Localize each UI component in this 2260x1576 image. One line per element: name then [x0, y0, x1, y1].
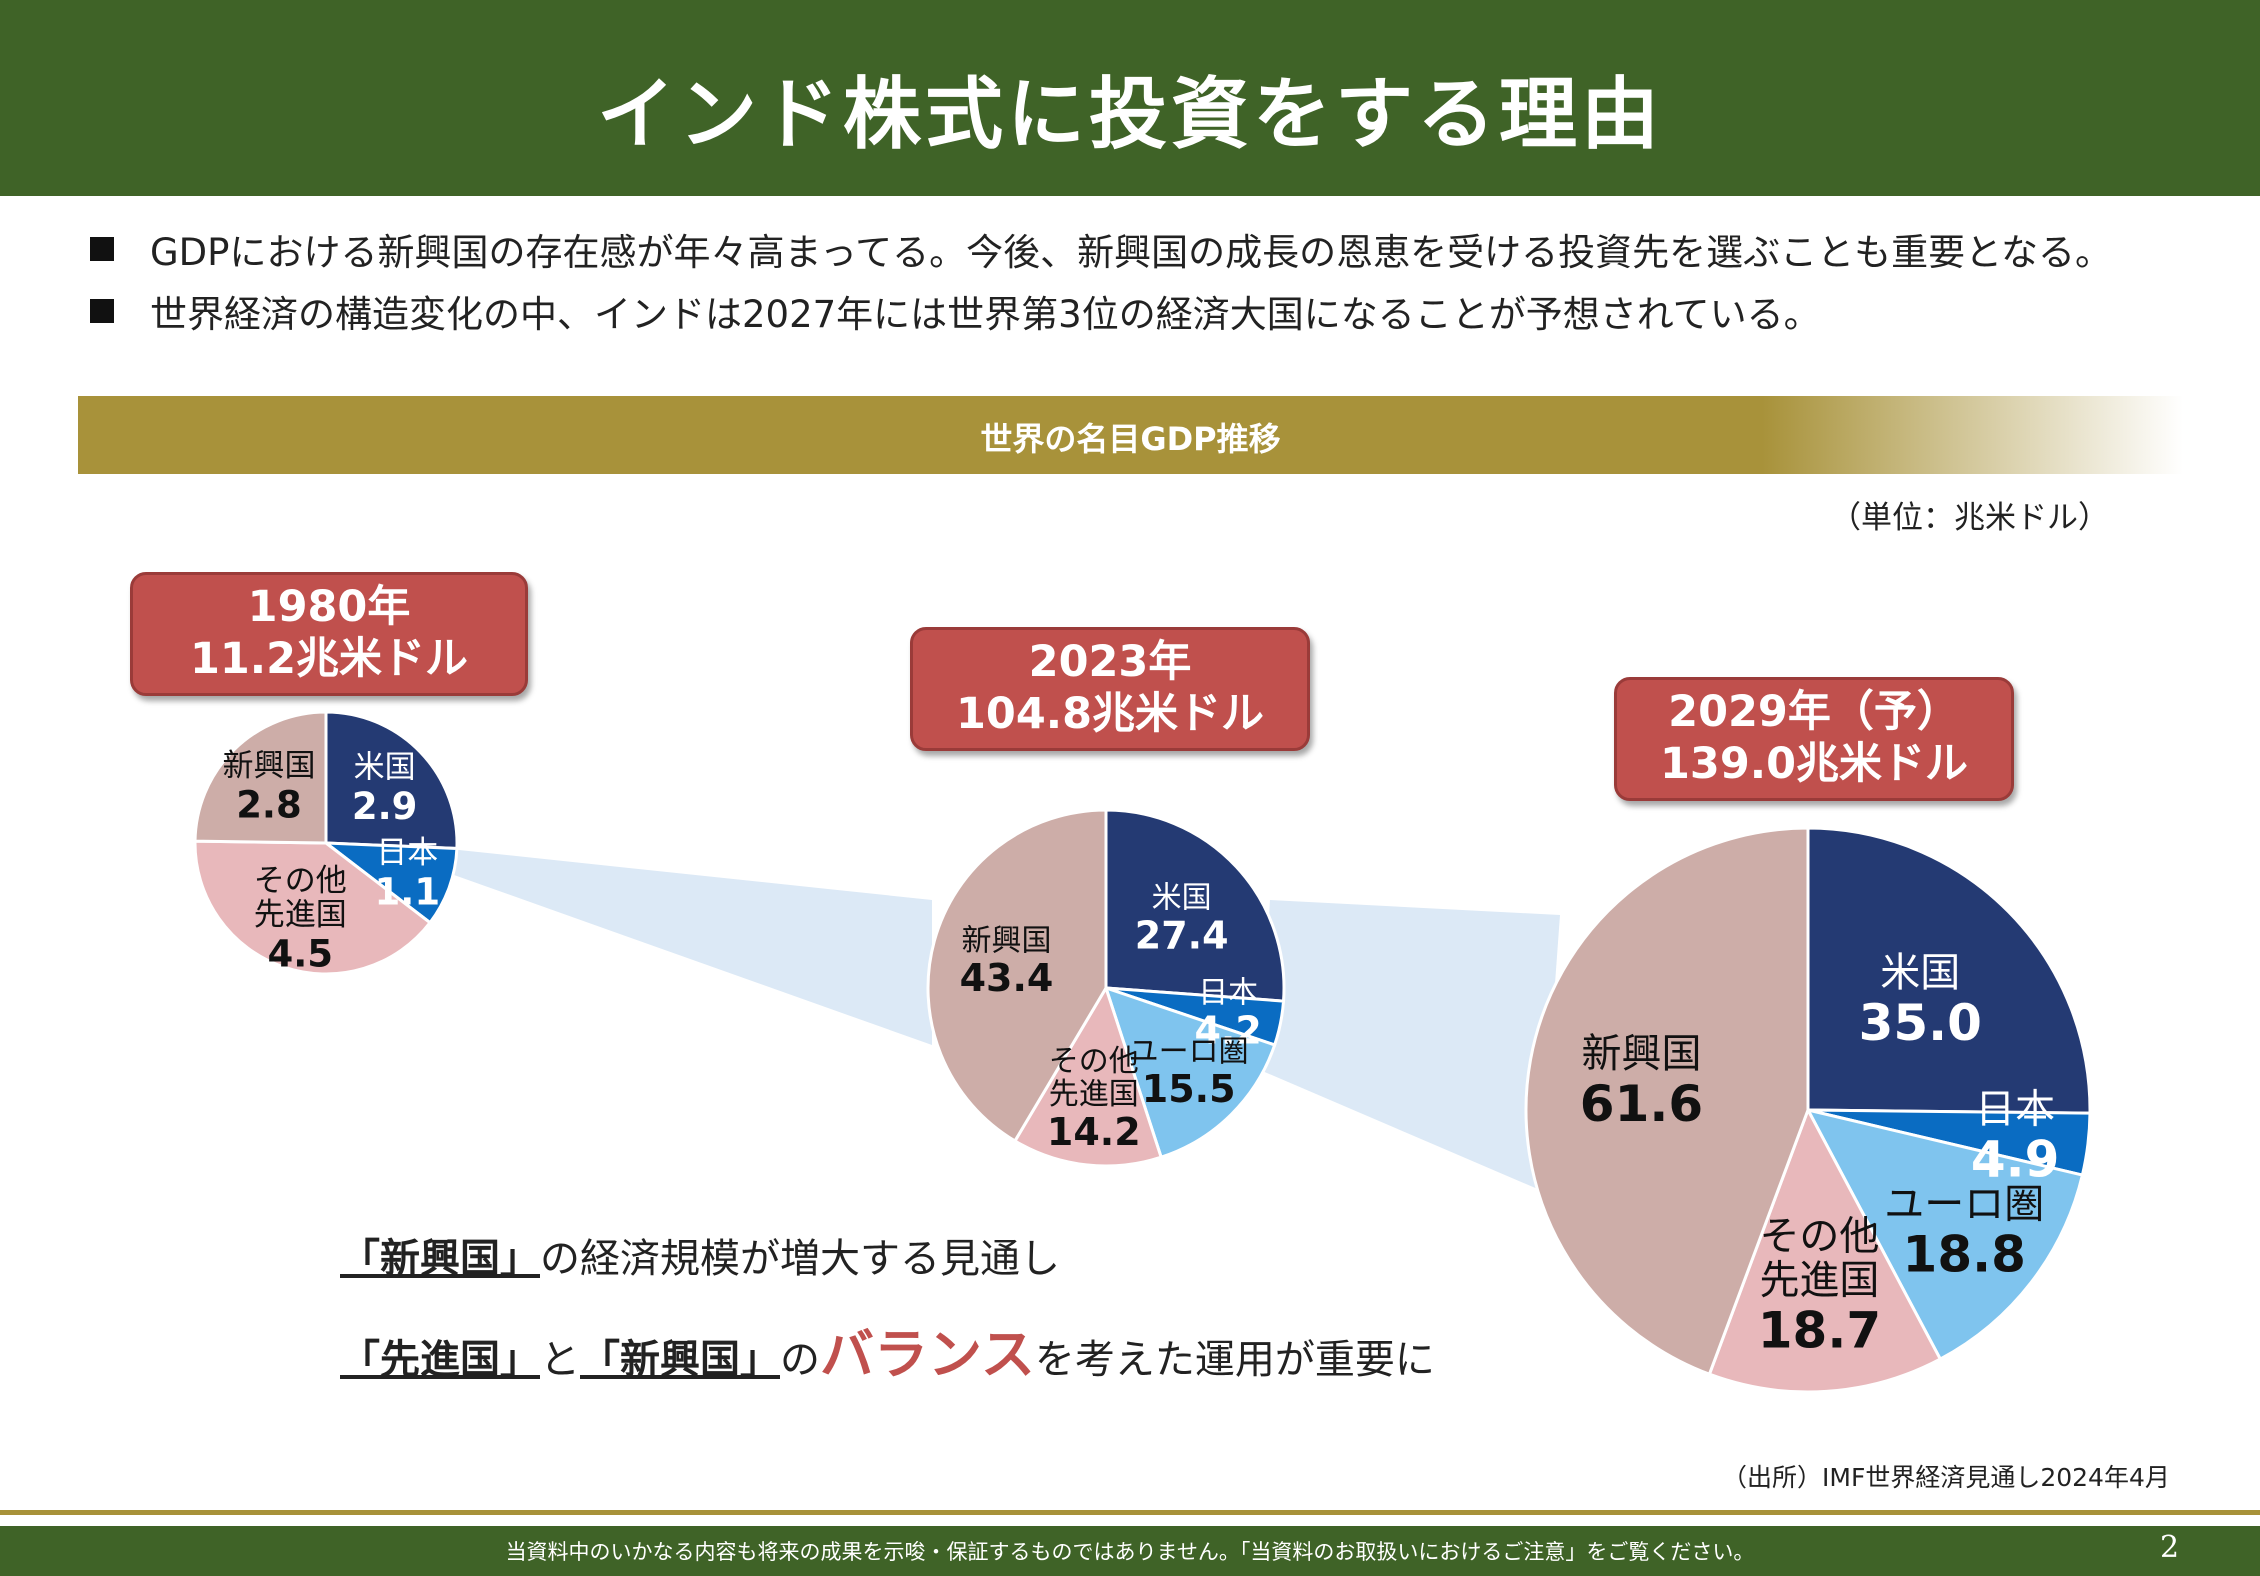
slice-value-label: 4.9 — [1971, 1130, 2060, 1188]
footer-disclaimer: 当資料中のいかなる内容も将来の成果を示唆・保証するものではありません。「当資料の… — [505, 1540, 1755, 1564]
total-label: 11.2兆米ドル — [189, 634, 469, 684]
total-label: 104.8兆米ドル — [955, 689, 1264, 739]
slice-name-label: その他 — [1759, 1213, 1879, 1259]
slice-value-label: 18.7 — [1758, 1301, 1881, 1359]
slice-name-label: 日本 — [1975, 1086, 2055, 1132]
slice-value-label: 18.8 — [1903, 1226, 2026, 1284]
footer-bar: 当資料中のいかなる内容も将来の成果を示唆・保証するものではありません。「当資料の… — [0, 1526, 2260, 1576]
slice-value-label: 4.5 — [267, 933, 333, 976]
bullet-item: GDPにおける新興国の存在感が年々高まってる。今後、新興国の成長の恩恵を受ける投… — [90, 218, 2240, 280]
slice-value-label: 27.4 — [1135, 913, 1229, 957]
connector-band — [440, 848, 932, 1045]
unit-label: （単位：兆米ドル） — [1830, 500, 2109, 536]
pie-slice — [193, 710, 328, 845]
slice-name-label: ユーロ圏 — [1884, 1182, 2044, 1228]
slice-value-label: 2.9 — [352, 785, 418, 828]
slice-name-label: 米国 — [1152, 881, 1212, 916]
bullet-item: 世界経済の構造変化の中、インドは2027年には世界第3位の経済大国になることが予… — [90, 280, 2240, 342]
slice-value-label: 1.1 — [375, 871, 441, 914]
total-label: 139.0兆米ドル — [1659, 739, 1968, 789]
slice-value-label: 14.2 — [1047, 1110, 1141, 1154]
year-box-2029: 2029年（予） 139.0兆米ドル — [1614, 677, 2014, 801]
slice-value-label: 35.0 — [1859, 994, 1982, 1052]
page-title: インド株式に投資をする理由 — [596, 70, 1663, 160]
emphasis-balance: バランス — [820, 1323, 1035, 1386]
pie-slice — [193, 839, 433, 976]
square-bullet-icon — [90, 299, 114, 323]
message-line-2: 「先進国」と「新興国」のバランスを考えた運用が重要に — [340, 1310, 1435, 1389]
emphasis-emerging: 「新興国」 — [580, 1337, 780, 1383]
source-note: （出所）IMF世界経済見通し2024年4月 — [1722, 1463, 2170, 1492]
year-box-2023: 2023年 104.8兆米ドル — [910, 627, 1310, 751]
connector-band — [1260, 900, 1560, 1190]
slice-name-label: 日本 — [376, 835, 438, 871]
pie-slice — [1805, 1107, 2085, 1362]
slice-name-label: その他 — [254, 863, 347, 899]
pie-slice — [1012, 984, 1164, 1168]
year-label: 2023年 — [1028, 637, 1192, 687]
pie-slice — [321, 841, 459, 925]
emphasis-emerging: 「新興国」 — [340, 1236, 540, 1282]
slice-name-label: その他 — [1049, 1044, 1139, 1079]
message-text: と — [540, 1337, 580, 1383]
slice-name-label: 先進国 — [254, 897, 347, 933]
slice-name-label: 新興国 — [222, 748, 315, 784]
year-label: 1980年 — [247, 582, 411, 632]
page-number: 2 — [2160, 1530, 2180, 1565]
slice-name-label: 新興国 — [1581, 1031, 1701, 1077]
year-label: 2029年（予） — [1668, 687, 1960, 737]
section-title: 世界の名目GDP推移 — [980, 420, 1281, 458]
slice-name-label: 米国 — [354, 750, 416, 786]
slice-value-label: 15.5 — [1142, 1067, 1236, 1111]
message-text: の経済規模が増大する見通し — [540, 1236, 1060, 1282]
slice-name-label: 米国 — [1880, 950, 1960, 996]
message-line-1: 「新興国」の経済規模が増大する見通し — [340, 1226, 1060, 1284]
bullet-text: GDPにおける新興国の存在感が年々高まってる。今後、新興国の成長の恩恵を受ける投… — [150, 231, 2113, 274]
slice-value-label: 43.4 — [960, 956, 1054, 1000]
year-box-1980: 1980年 11.2兆米ドル — [130, 572, 528, 696]
slice-value-label: 2.8 — [236, 783, 302, 826]
pie-slice — [1104, 808, 1286, 1003]
slice-name-label: 日本 — [1198, 976, 1258, 1011]
slice-name-label: 先進国 — [1759, 1257, 1879, 1303]
message-text: を考えた運用が重要に — [1034, 1337, 1435, 1383]
header-bar: インド株式に投資をする理由 — [0, 0, 2260, 196]
bullet-text: 世界経済の構造変化の中、インドは2027年には世界第3位の経済大国になることが予… — [150, 293, 1821, 336]
pie-slice — [1806, 826, 2092, 1115]
pie-slice — [926, 808, 1108, 1143]
pie-slice — [1707, 1106, 1943, 1394]
message-text: の — [780, 1337, 820, 1383]
square-bullet-icon — [90, 237, 114, 261]
section-bar: 世界の名目GDP推移 — [78, 396, 2183, 474]
slice-value-label: 61.6 — [1580, 1075, 1703, 1133]
slice-name-label: 先進国 — [1049, 1077, 1139, 1112]
bullet-list: GDPにおける新興国の存在感が年々高まってる。今後、新興国の成長の恩恵を受ける投… — [90, 218, 2240, 342]
footer-divider — [0, 1510, 2260, 1515]
pie-slice — [1524, 826, 1810, 1377]
slice-name-label: 新興国 — [961, 924, 1051, 959]
emphasis-developed: 「先進国」 — [340, 1337, 540, 1383]
slice-name-label: ユーロ圏 — [1129, 1035, 1249, 1070]
pie-slice — [324, 710, 459, 851]
slice-value-label: 4.2 — [1194, 1008, 1261, 1052]
